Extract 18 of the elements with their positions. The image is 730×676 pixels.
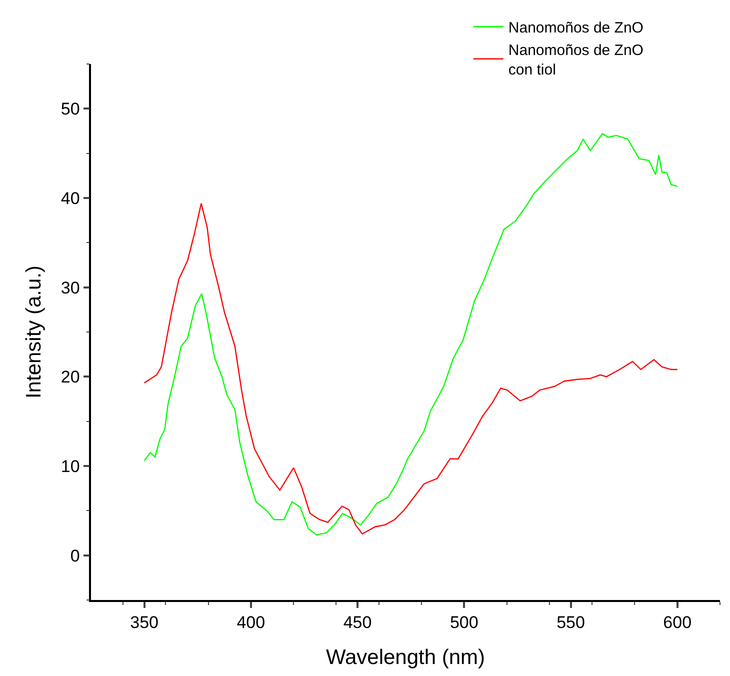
x-tick-label: 350 <box>130 613 158 632</box>
x-tick-label: 500 <box>450 613 478 632</box>
legend-label: Nanomoños de ZnO <box>508 20 644 36</box>
y-tick-label: 40 <box>60 188 80 208</box>
y-axis-title: Intensity (a.u.) <box>22 265 46 399</box>
x-tick-label: 600 <box>663 613 692 632</box>
x-axis-title: Wavelength (nm) <box>326 646 486 669</box>
x-tick-label: 550 <box>556 613 585 632</box>
y-tick-label: 50 <box>60 100 80 119</box>
x-tick-label: 450 <box>343 613 372 632</box>
y-tick-label: 0 <box>70 546 80 566</box>
y-tick-label: 10 <box>60 456 80 476</box>
x-tick-label: 400 <box>236 613 266 632</box>
line-series <box>144 202 678 534</box>
y-tick-label: 30 <box>60 278 80 298</box>
line-series <box>144 133 678 536</box>
y-tick-label: 20 <box>60 368 80 387</box>
legend-label: Nanomoños de ZnO con tiol <box>508 42 644 78</box>
